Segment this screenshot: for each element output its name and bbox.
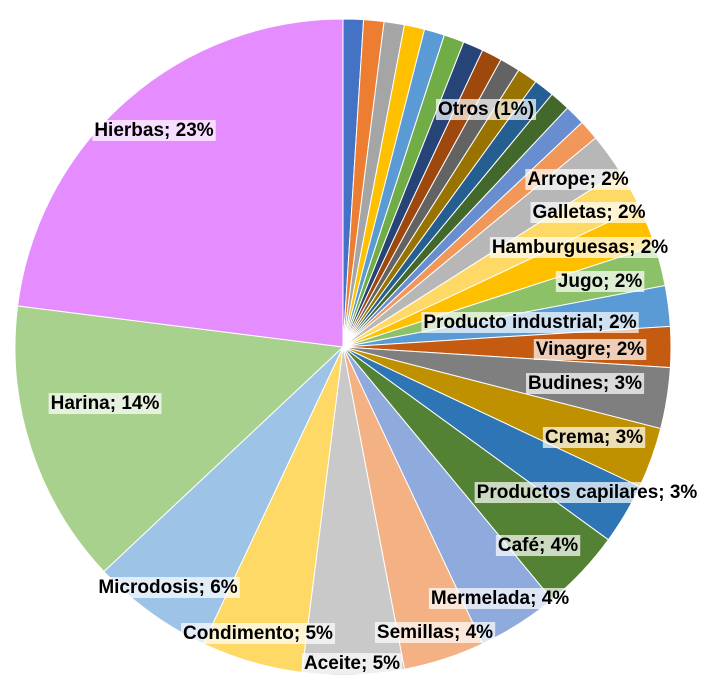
data-label: Vinagre; 2% [536, 339, 645, 360]
label-background [374, 622, 496, 644]
label-background [495, 535, 581, 557]
label-background [525, 169, 631, 191]
data-label: Mermelada; 4% [431, 588, 569, 609]
data-label: Semillas; 4% [377, 622, 493, 643]
data-label: Producto industrial; 2% [423, 312, 636, 333]
data-label: Galletas; 2% [533, 202, 646, 223]
data-label: Hierbas; 23% [94, 120, 213, 141]
label-background [428, 588, 572, 610]
label-background [555, 271, 645, 293]
label-background [48, 393, 162, 415]
data-label: Arrope; 2% [527, 169, 628, 190]
label-background [474, 482, 700, 504]
slices [14, 18, 672, 676]
label-background [301, 653, 403, 675]
data-label: Hamburguesas; 2% [492, 237, 668, 258]
pie-slice [14, 305, 345, 573]
label-background [181, 623, 336, 645]
label-background [542, 427, 646, 449]
data-label: Microdosis; 6% [98, 577, 237, 598]
data-label: Budines; 3% [528, 373, 642, 394]
data-label: Crema; 3% [545, 427, 643, 448]
data-label: Jugo; 2% [558, 271, 643, 292]
data-label: Aceite; 5% [304, 653, 400, 674]
label-background [533, 339, 647, 361]
label-background [525, 373, 645, 395]
data-label: Condimento; 5% [183, 623, 333, 644]
label-background [92, 120, 216, 142]
pie-slice [17, 18, 344, 348]
label-background [435, 99, 537, 121]
data-label: Café; 4% [498, 535, 578, 556]
data-label: Harina; 14% [51, 393, 160, 414]
label-background [96, 577, 240, 599]
data-label: Productos capilares; 3% [477, 482, 698, 503]
data-label: Otros (1%) [438, 99, 534, 120]
label-background [489, 237, 671, 259]
label-background [421, 312, 639, 334]
label-background [530, 202, 648, 224]
labels: Arrope; 2% Galletas; 2% Hamburguesas; 2% Ju… [48, 99, 700, 675]
